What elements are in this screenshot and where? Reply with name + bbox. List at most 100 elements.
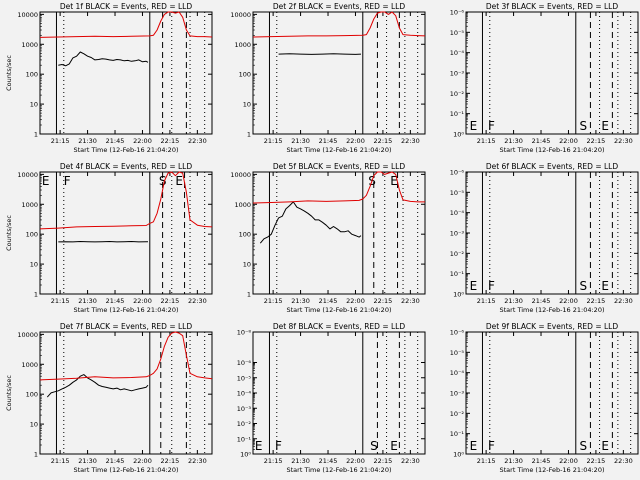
- x-tick-label: 21:30: [504, 457, 523, 465]
- x-axis-label: Start Time (12-Feb-16 21:04:20): [500, 466, 605, 474]
- y-tick-label: 10⁻³: [450, 70, 465, 78]
- x-tick-label: 21:15: [51, 297, 70, 305]
- region-label: E: [470, 439, 478, 453]
- chart-panel-1: Det 1f BLACK = Events, RED = LLD 1 10 100 10…: [5, 2, 213, 154]
- x-tick-label: 21:15: [264, 297, 283, 305]
- y-tick-label: 10⁻⁵: [450, 349, 465, 357]
- events-series-line: [46, 374, 149, 398]
- y-tick-label: 10: [30, 261, 38, 269]
- x-tick-label: 21:15: [477, 137, 496, 145]
- events-series-line: [58, 51, 149, 67]
- chart-panel-8: Det 8f BLACK = Events, RED = LLD 10⁰ 10⁻¹ 1…: [237, 322, 426, 474]
- y-tick-label: 100: [26, 231, 38, 239]
- chart-title: Det 8f BLACK = Events, RED = LLD: [273, 322, 406, 331]
- y-tick-label: 10⁰: [453, 131, 464, 139]
- region-label: E: [255, 439, 263, 453]
- x-tick-label: 21:30: [504, 137, 523, 145]
- y-tick-label: 1: [247, 131, 251, 139]
- x-axis-label: Start Time (12-Feb-16 21:04:20): [74, 466, 179, 474]
- y-tick-label: 10: [243, 261, 251, 269]
- region-label: E: [42, 174, 50, 188]
- y-tick-label: 10⁻⁶: [237, 359, 252, 367]
- y-tick-label: 10⁻¹: [237, 435, 252, 443]
- chart-panel-3: Det 3f BLACK = Events, RED = LLD 10⁰ 10⁻¹ 1…: [450, 2, 639, 154]
- x-tick-label: 22:00: [346, 137, 365, 145]
- x-axis-label: Start Time (12-Feb-16 21:04:20): [500, 306, 605, 314]
- events-series-line: [278, 53, 362, 55]
- y-tick-label: 10000: [17, 171, 38, 179]
- x-tick-label: 21:45: [319, 137, 338, 145]
- y-tick-label: 1000: [21, 201, 38, 209]
- y-tick-label: 10⁰: [453, 451, 464, 459]
- y-tick-label: 10000: [17, 11, 38, 19]
- x-axis-label: Start Time (12-Feb-16 21:04:20): [500, 146, 605, 154]
- x-tick-label: 21:45: [532, 297, 551, 305]
- x-tick-label: 22:15: [161, 297, 180, 305]
- lld-series-line: [39, 11, 213, 38]
- y-tick-label: 10⁻¹: [450, 270, 465, 278]
- x-axis-label: Start Time (12-Feb-16 21:04:20): [287, 306, 392, 314]
- chart-title: Det 9f BLACK = Events, RED = LLD: [486, 322, 619, 331]
- y-tick-label: 10⁻¹: [450, 110, 465, 118]
- y-tick-label: 10000: [230, 171, 251, 179]
- region-label: F: [488, 119, 495, 133]
- chart-title: Det 2f BLACK = Events, RED = LLD: [273, 2, 406, 11]
- y-tick-label: 10⁻⁴: [450, 369, 465, 377]
- x-tick-label: 22:30: [614, 457, 633, 465]
- events-series-line: [259, 201, 362, 244]
- chart-title: Det 7f BLACK = Events, RED = LLD: [60, 322, 193, 331]
- x-tick-label: 21:45: [106, 137, 125, 145]
- region-label: S: [159, 174, 167, 188]
- lld-series-line: [252, 171, 425, 204]
- x-tick-label: 22:15: [374, 457, 393, 465]
- x-axis-label: Start Time (12-Feb-16 21:04:20): [74, 306, 179, 314]
- x-tick-label: 22:15: [587, 297, 606, 305]
- x-tick-label: 22:30: [188, 297, 207, 305]
- y-tick-label: 10⁻⁵: [450, 189, 465, 197]
- x-tick-label: 22:00: [133, 137, 152, 145]
- y-tick-label: 10: [30, 421, 38, 429]
- panels-grid: Det 1f BLACK = Events, RED = LLD 1 10 100 10…: [5, 2, 639, 474]
- chart-title: Det 5f BLACK = Events, RED = LLD: [273, 162, 406, 171]
- y-tick-label: 10⁻⁶: [450, 169, 465, 177]
- x-tick-label: 21:45: [532, 137, 551, 145]
- plot-frame: [39, 331, 213, 455]
- region-label: S: [370, 439, 378, 453]
- y-tick-label: 10⁻⁵: [237, 374, 252, 382]
- x-tick-label: 21:15: [264, 137, 283, 145]
- chart-panel-5: Det 5f BLACK = Events, RED = LLD 1 10 100 10…: [230, 162, 426, 314]
- y-tick-label: 1: [34, 451, 38, 459]
- x-tick-label: 21:15: [51, 137, 70, 145]
- region-label: E: [390, 439, 398, 453]
- plot-frame: [252, 11, 426, 135]
- lld-series-line: [39, 331, 213, 381]
- x-tick-label: 21:30: [291, 137, 310, 145]
- x-tick-label: 21:45: [319, 297, 338, 305]
- x-tick-label: 21:15: [477, 457, 496, 465]
- x-tick-label: 21:30: [291, 297, 310, 305]
- chart-panel-4: Det 4f BLACK = Events, RED = LLD 1 10 100 10…: [5, 162, 213, 314]
- y-tick-label: 1: [247, 291, 251, 299]
- chart-panel-2: Det 2f BLACK = Events, RED = LLD 1 10 100 10…: [230, 2, 426, 154]
- x-tick-label: 22:15: [161, 137, 180, 145]
- plot-frame: [39, 11, 213, 135]
- region-label: F: [64, 174, 71, 188]
- x-tick-label: 22:30: [401, 297, 420, 305]
- chart-title: Det 4f BLACK = Events, RED = LLD: [60, 162, 193, 171]
- y-tick-label: 1000: [234, 201, 251, 209]
- y-tick-label: 1000: [21, 361, 38, 369]
- y-tick-label: 10⁻²: [450, 410, 465, 418]
- x-tick-label: 22:00: [559, 137, 578, 145]
- y-tick-label: 10: [243, 101, 251, 109]
- x-tick-label: 22:30: [188, 457, 207, 465]
- x-tick-label: 22:30: [614, 297, 633, 305]
- region-label: F: [488, 279, 495, 293]
- y-tick-label: 1: [34, 291, 38, 299]
- y-tick-label: 10⁻³: [450, 390, 465, 398]
- y-tick-label: 100: [239, 231, 251, 239]
- x-tick-label: 22:15: [587, 457, 606, 465]
- x-tick-label: 22:15: [374, 137, 393, 145]
- x-tick-label: 22:00: [559, 457, 578, 465]
- lld-series-line: [252, 11, 426, 38]
